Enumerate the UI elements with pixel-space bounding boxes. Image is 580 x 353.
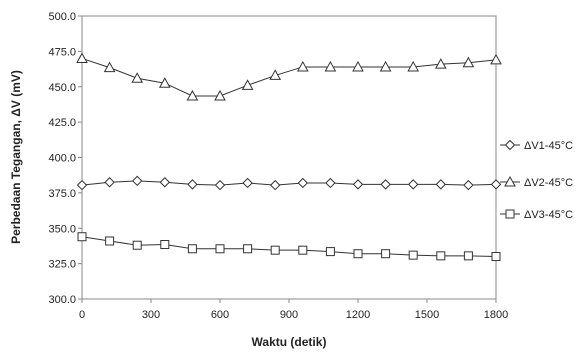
data-point [269, 179, 281, 191]
data-point [187, 244, 197, 254]
legend-label: ΔV1-45°C [524, 140, 573, 152]
x-tick-label: 900 [280, 309, 298, 321]
data-point [324, 60, 337, 72]
data-point [243, 244, 253, 254]
data-point [325, 247, 335, 257]
y-tick-label: 400.0 [48, 153, 76, 165]
x-tick-label: 600 [211, 309, 229, 321]
series-3 [77, 232, 501, 262]
y-tick-label: 450.0 [48, 82, 76, 94]
legend-marker [504, 139, 516, 151]
data-point [242, 177, 253, 189]
y-tick-label: 325.0 [48, 259, 76, 271]
data-point [77, 232, 87, 242]
data-point [76, 52, 88, 63]
legend-item: ΔV3-45°C [500, 209, 573, 221]
data-point [436, 251, 446, 261]
data-point [132, 240, 142, 250]
data-point [463, 251, 473, 261]
data-point [215, 244, 225, 254]
plot-area [81, 15, 497, 300]
series-line [81, 236, 497, 258]
data-point [353, 249, 363, 259]
data-point [160, 240, 170, 250]
data-point [103, 61, 116, 73]
series-line [81, 57, 497, 97]
data-point [298, 245, 308, 255]
legend-marker [505, 209, 515, 219]
data-point [105, 236, 115, 246]
series-2 [76, 52, 502, 101]
data-point [297, 177, 309, 189]
data-point [435, 179, 447, 190]
data-point [76, 179, 88, 191]
series-line [81, 180, 497, 186]
data-point [186, 89, 199, 101]
x-tick-label: 1200 [346, 309, 370, 321]
legend-item: ΔV2-45°C [500, 175, 573, 189]
y-axis: 300.0 325.0 350.0 375.0 400.0 425.0 450.0 475.0… [48, 11, 82, 306]
data-point [463, 179, 474, 191]
legend-label: ΔV3-45°C [524, 209, 573, 221]
data-point [104, 177, 115, 188]
data-point [241, 79, 254, 90]
data-point [159, 177, 171, 188]
data-point [407, 60, 420, 72]
data-point [214, 179, 226, 191]
data-point [269, 69, 282, 80]
x-axis-title: Waktu (detik) [252, 335, 327, 349]
data-point [490, 179, 502, 190]
series-1 [76, 175, 502, 191]
data-point [270, 245, 280, 255]
y-tick-label: 300.0 [48, 294, 76, 306]
y-tick-label: 500.0 [48, 11, 76, 23]
x-axis: 0 300 600 900 1200 1500 1800 [79, 299, 508, 321]
data-point [491, 252, 501, 262]
x-tick-label: 0 [79, 309, 85, 321]
x-tick-label: 1800 [484, 309, 508, 321]
data-point [214, 89, 226, 101]
data-point [325, 177, 336, 189]
y-axis-title: Perbedaan Tegangan, ΔV (mV) [9, 70, 23, 244]
legend-marker [504, 175, 516, 187]
data-point [131, 72, 144, 83]
data-point [407, 179, 419, 190]
data-point [131, 175, 143, 187]
legend: ΔV1-45°C ΔV2-45°C ΔV3-45°C [500, 139, 573, 221]
y-tick-label: 475.0 [48, 46, 76, 58]
series-layer [76, 52, 502, 262]
legend-label: ΔV2-45°C [524, 177, 573, 189]
y-tick-label: 375.0 [48, 188, 76, 200]
data-point [434, 58, 447, 69]
data-point [352, 179, 364, 190]
data-point [158, 77, 171, 88]
data-point [352, 60, 364, 72]
y-tick-label: 425.0 [48, 117, 76, 129]
data-point [490, 53, 502, 65]
data-point [462, 56, 475, 68]
data-point [296, 60, 309, 72]
data-point [381, 249, 391, 259]
y-tick-label: 350.0 [48, 223, 76, 235]
data-point [408, 250, 418, 260]
x-tick-label: 1500 [415, 309, 439, 321]
x-tick-label: 300 [142, 309, 160, 321]
data-point [187, 179, 198, 190]
data-point [380, 179, 391, 190]
data-point [379, 60, 392, 72]
legend-item: ΔV1-45°C [500, 139, 573, 152]
